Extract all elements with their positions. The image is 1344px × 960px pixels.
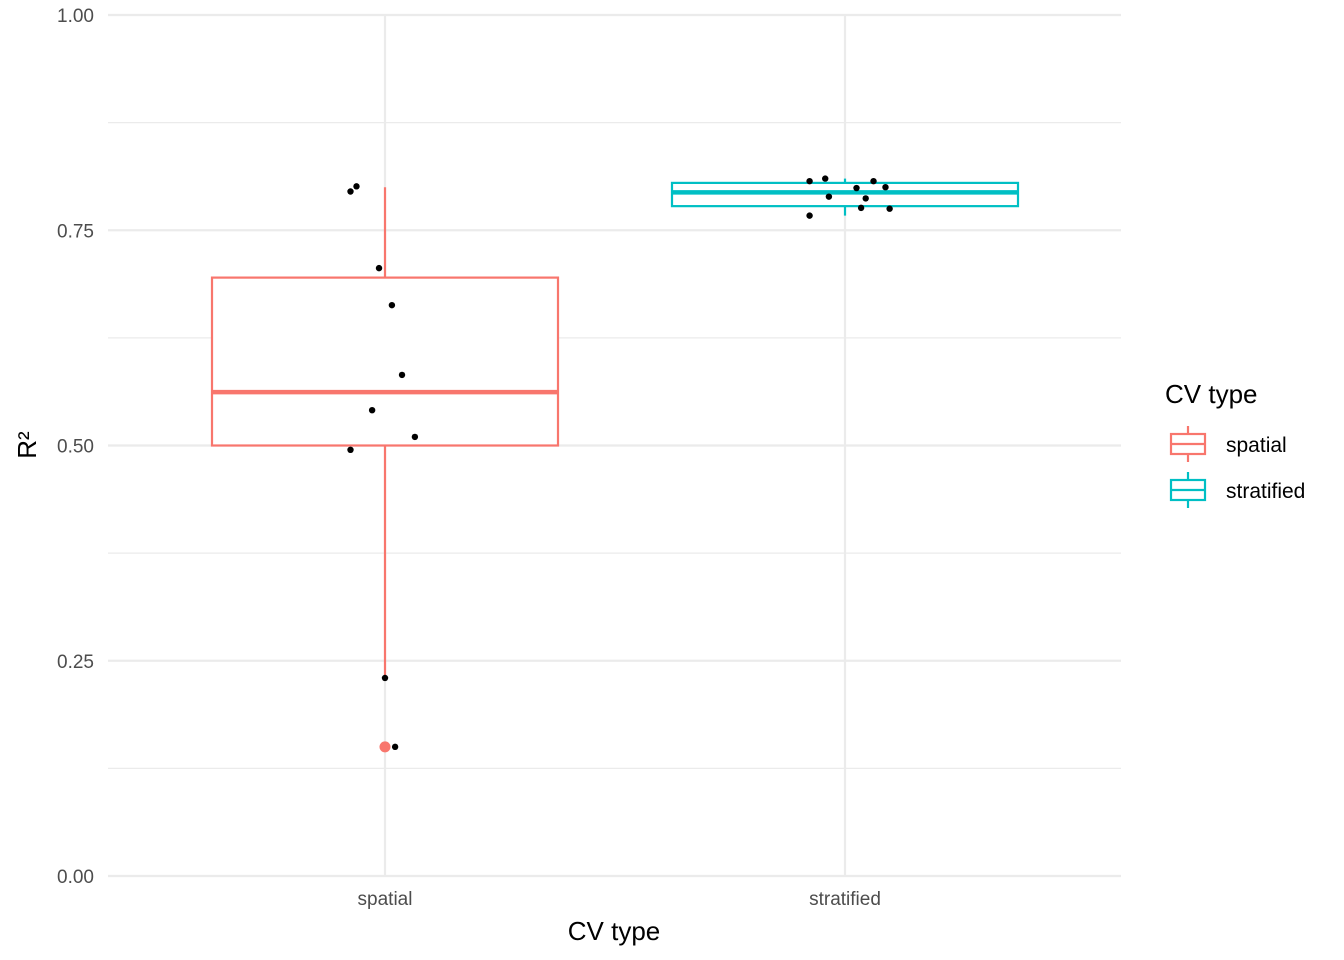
data-point <box>882 184 889 191</box>
legend-label: stratified <box>1226 480 1305 503</box>
y-tick-label: 0.00 <box>57 867 94 888</box>
data-point <box>391 743 399 751</box>
data-point <box>347 188 354 195</box>
y-tick-label: 1.00 <box>57 6 94 27</box>
x-axis-title: CV type <box>568 916 661 946</box>
data-point <box>853 184 860 192</box>
data-point <box>398 371 406 379</box>
data-point <box>353 183 360 190</box>
data-point <box>388 301 396 309</box>
x-tick-label: stratified <box>809 889 881 910</box>
box-spatial <box>210 187 560 753</box>
data-point <box>368 406 376 414</box>
box-stratified <box>670 178 1020 216</box>
y-tick-label: 0.25 <box>57 652 94 673</box>
outlier-point <box>379 741 391 753</box>
y-tick-label: 0.50 <box>57 437 94 458</box>
data-point <box>857 204 865 212</box>
data-point <box>806 177 813 185</box>
y-axis-title: R² <box>12 431 42 459</box>
jitter-points-layer <box>347 175 893 751</box>
y-axis-ticks: 0.00 0.25 0.50 0.75 1.00 <box>57 6 94 888</box>
data-point <box>825 193 833 200</box>
data-point <box>862 195 869 202</box>
box-iqr <box>210 276 560 447</box>
data-point <box>822 175 829 182</box>
legend-key-stratified: stratified <box>1169 472 1305 508</box>
data-point <box>806 212 813 219</box>
data-point <box>375 264 383 272</box>
data-point <box>886 205 893 212</box>
data-point <box>381 674 389 682</box>
x-axis-ticks: spatial stratified <box>358 889 881 910</box>
x-tick-label: spatial <box>358 889 413 910</box>
data-point <box>347 446 354 454</box>
legend-label: spatial <box>1226 434 1287 457</box>
y-tick-label: 0.75 <box>57 221 94 242</box>
data-point <box>411 433 419 441</box>
boxes-layer <box>210 178 1020 753</box>
legend: CV type spatial stratified <box>1165 379 1305 508</box>
legend-key-spatial: spatial <box>1169 426 1287 462</box>
data-point <box>870 177 877 185</box>
legend-title: CV type <box>1165 379 1258 409</box>
